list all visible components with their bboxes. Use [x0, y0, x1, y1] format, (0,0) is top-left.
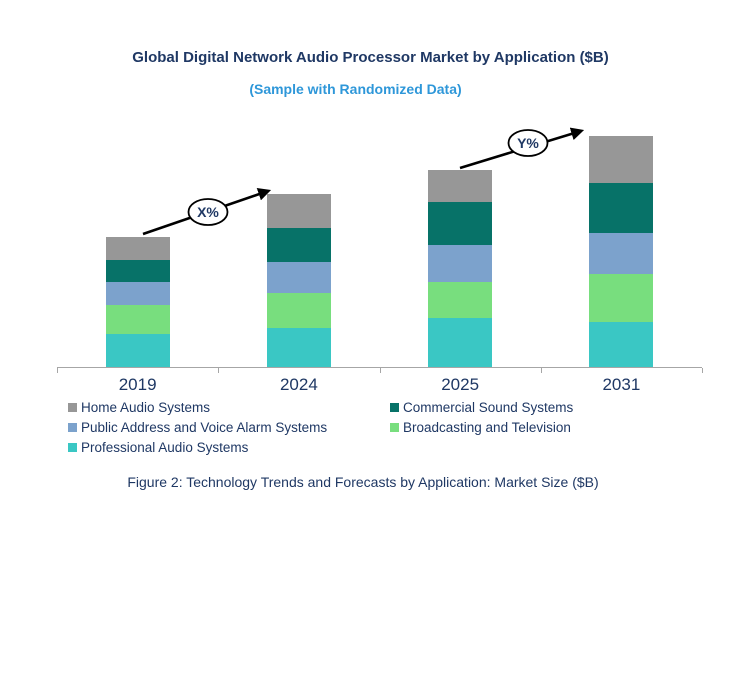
legend-swatch-icon	[68, 442, 77, 452]
legend-swatch-icon	[68, 422, 77, 432]
bar-segment-home-audio-systems	[266, 194, 331, 228]
bar-segment-public-address-and-voice-alarm-systems	[589, 233, 654, 274]
bar-segment-home-audio-systems	[105, 237, 170, 260]
bar-segment-broadcasting-and-television	[105, 305, 170, 334]
legend-swatch-icon	[390, 402, 399, 412]
chart-subtitle: (Sample with Randomized Data)	[249, 81, 462, 97]
stacked-bar-2024	[266, 194, 331, 367]
category-label-2019: 2019	[118, 375, 157, 394]
bar-segment-public-address-and-voice-alarm-systems	[428, 245, 493, 282]
legend-swatch-icon	[390, 422, 399, 432]
legend-item-broadcasting-and-television: Broadcasting and Television	[390, 419, 571, 435]
x-axis	[57, 367, 702, 368]
bar-segment-public-address-and-voice-alarm-systems	[105, 282, 170, 305]
category-label-2025: 2025	[441, 375, 480, 394]
bar-segment-broadcasting-and-television	[266, 293, 331, 328]
bar-segment-professional-audio-systems	[105, 334, 170, 367]
bar-segment-home-audio-systems	[428, 170, 493, 202]
x-axis-tick	[702, 368, 703, 373]
category-label-2024: 2024	[279, 375, 318, 394]
x-axis-tick	[379, 368, 381, 373]
bar-segment-broadcasting-and-television	[589, 274, 654, 322]
bar-segment-broadcasting-and-television	[428, 282, 493, 318]
chart-title: Global Digital Network Audio Processor M…	[132, 49, 609, 66]
stacked-bar-2019	[105, 237, 170, 367]
stacked-bar-2031	[589, 136, 654, 367]
figure-caption: Figure 2: Technology Trends and Forecast…	[127, 474, 599, 490]
bar-segment-commercial-sound-systems	[105, 260, 170, 282]
bar-segment-home-audio-systems	[589, 136, 654, 183]
legend-swatch-icon	[68, 402, 77, 412]
bar-segment-commercial-sound-systems	[589, 183, 654, 233]
bar-segment-public-address-and-voice-alarm-systems	[266, 262, 331, 293]
legend-label: Commercial Sound Systems	[403, 399, 574, 415]
bar-segment-professional-audio-systems	[266, 328, 331, 367]
x-axis-tick	[57, 368, 58, 373]
x-axis-tick	[540, 368, 542, 373]
bar-segment-commercial-sound-systems	[428, 202, 493, 245]
legend-label: Public Address and Voice Alarm Systems	[81, 419, 328, 435]
legend-label: Broadcasting and Television	[403, 419, 571, 435]
legend-item-professional-audio-systems: Professional Audio Systems	[68, 439, 248, 455]
legend-label: Home Audio Systems	[81, 399, 211, 415]
legend-item-commercial-sound-systems: Commercial Sound Systems	[390, 399, 573, 415]
bar-segment-commercial-sound-systems	[266, 228, 331, 262]
legend-item-public-address-and-voice-alarm-systems: Public Address and Voice Alarm Systems	[68, 419, 327, 435]
legend-label: Professional Audio Systems	[81, 439, 249, 455]
stacked-bar-2025	[428, 170, 493, 367]
x-axis-tick	[218, 368, 220, 373]
bar-segment-professional-audio-systems	[589, 322, 654, 367]
category-label-2031: 2031	[602, 375, 641, 394]
bar-segment-professional-audio-systems	[428, 318, 493, 367]
legend-item-home-audio-systems: Home Audio Systems	[68, 399, 210, 415]
